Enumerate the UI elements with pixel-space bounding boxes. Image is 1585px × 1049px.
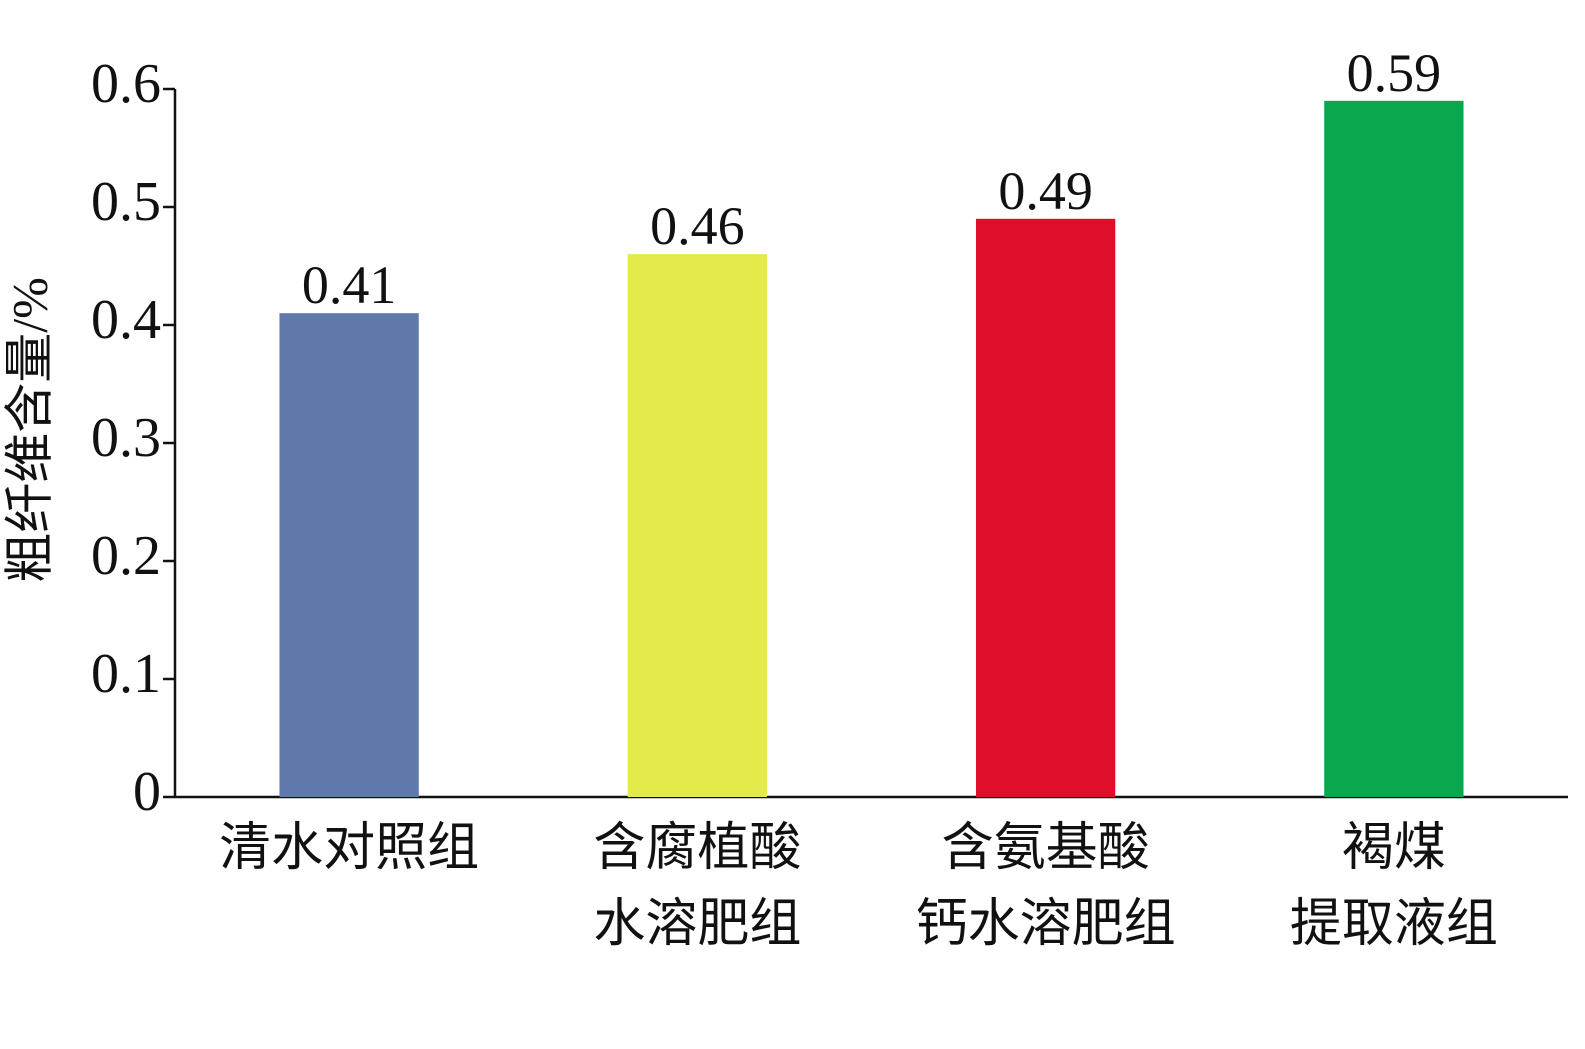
y-tick-label: 0.3 (91, 407, 161, 469)
x-tick-label: 含腐植酸 (593, 820, 801, 877)
x-tick-label: 提取液组 (1290, 896, 1498, 953)
bar (279, 313, 419, 797)
y-tick-label: 0.4 (91, 289, 161, 351)
x-tick-label: 水溶肥组 (593, 896, 801, 953)
x-tick-label: 钙水溶肥组 (916, 896, 1176, 953)
x-tick-label: 含氨基酸 (942, 820, 1150, 877)
x-tick-label: 清水对照组 (219, 820, 479, 877)
bar (1324, 100, 1464, 798)
bar (975, 218, 1116, 798)
bar (627, 254, 768, 797)
y-tick-label: 0 (133, 761, 161, 823)
y-tick-label: 0.1 (91, 643, 161, 705)
y-tick-label: 0.5 (91, 171, 161, 233)
value-label: 0.49 (998, 161, 1093, 221)
x-tick-label: 褐煤 (1342, 820, 1446, 877)
value-label: 0.41 (302, 255, 397, 315)
y-tick-label: 0.2 (91, 525, 161, 587)
value-label: 0.59 (1347, 43, 1442, 103)
y-tick-label: 0.6 (91, 53, 161, 115)
value-label: 0.46 (650, 196, 745, 256)
y-axis-label: 粗纤维含量/% (1, 277, 57, 583)
